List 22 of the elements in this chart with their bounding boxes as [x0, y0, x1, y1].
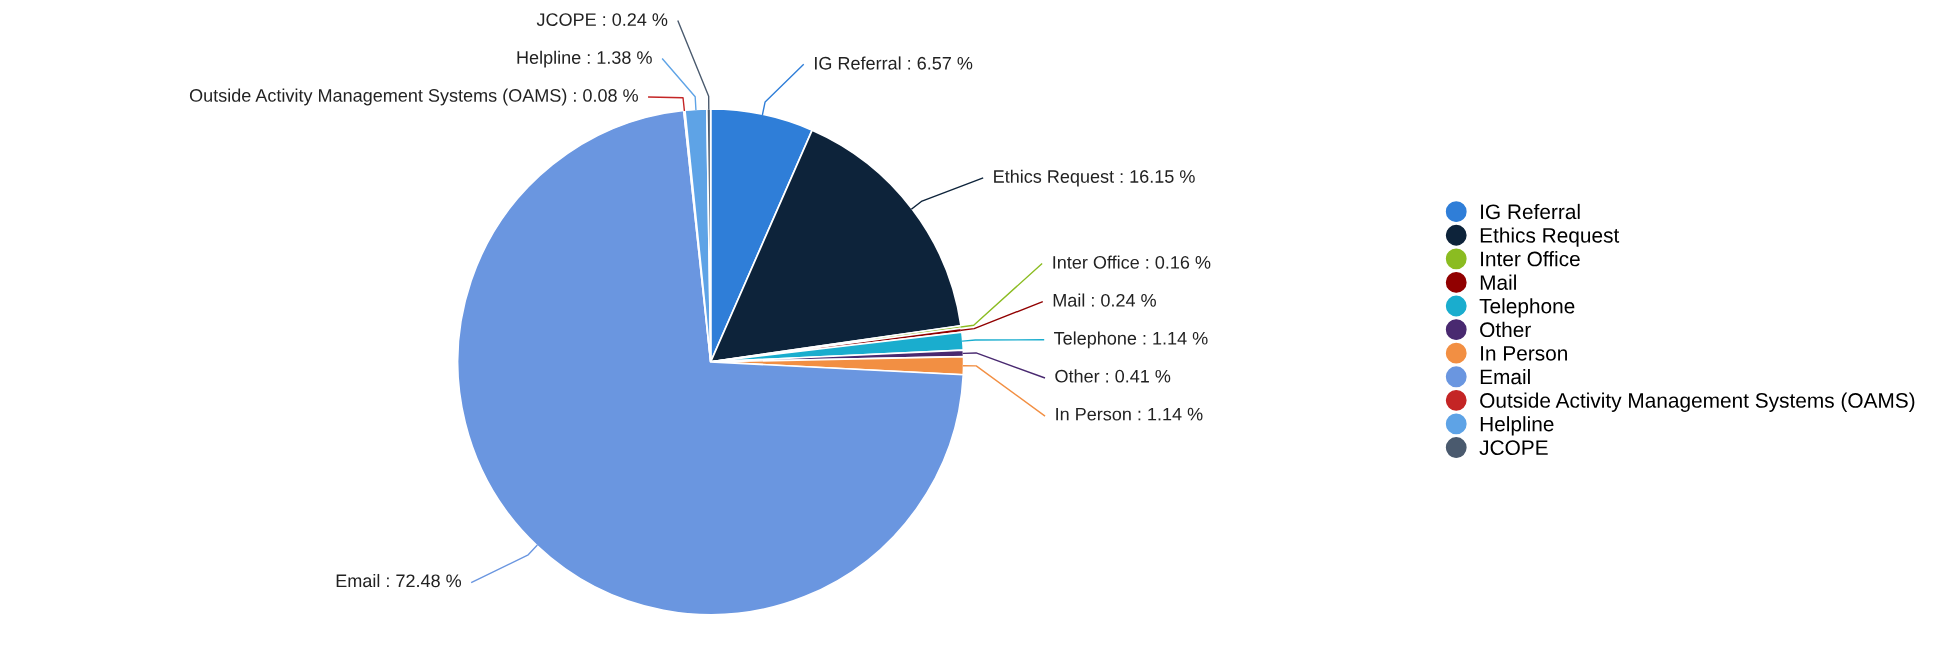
legend-label: Inter Office: [1481, 251, 1580, 267]
legend-label: Mail: [1480, 274, 1516, 290]
data-label: Inter Office : 0.16 %: [1053, 255, 1211, 269]
legend-label: JCOPE: [1479, 440, 1548, 456]
legend-label: Other: [1480, 321, 1531, 338]
data-label: JCOPE : 0.24 %: [536, 13, 668, 26]
legend-label: In Person: [1481, 346, 1567, 361]
data-label: Other : 0.41 %: [1055, 369, 1171, 383]
legend-label: Email: [1480, 368, 1530, 385]
data-label: Mail : 0.24 %: [1053, 293, 1156, 307]
legend-label: Ethics Request: [1480, 227, 1620, 247]
data-label: Email : 72.48 %: [336, 573, 462, 588]
data-label: In Person : 1.14 %: [1056, 407, 1203, 421]
data-label: IG Referral : 6.57 %: [815, 56, 973, 70]
data-label: Helpline : 1.38 %: [517, 50, 652, 68]
legend-label: Outside Activity Management Systems (OAMS): [1480, 392, 1915, 412]
data-label: Outside Activity Management Systems (OAMS) : 0.08 %: [189, 88, 638, 106]
legend-label: IG Referral: [1481, 203, 1580, 220]
legend-label: Helpline: [1480, 416, 1554, 436]
data-label: Ethics Request : 16.15 %: [994, 169, 1195, 187]
data-label: Telephone : 1.14 %: [1054, 331, 1208, 349]
legend-label: Telephone: [1479, 298, 1575, 318]
